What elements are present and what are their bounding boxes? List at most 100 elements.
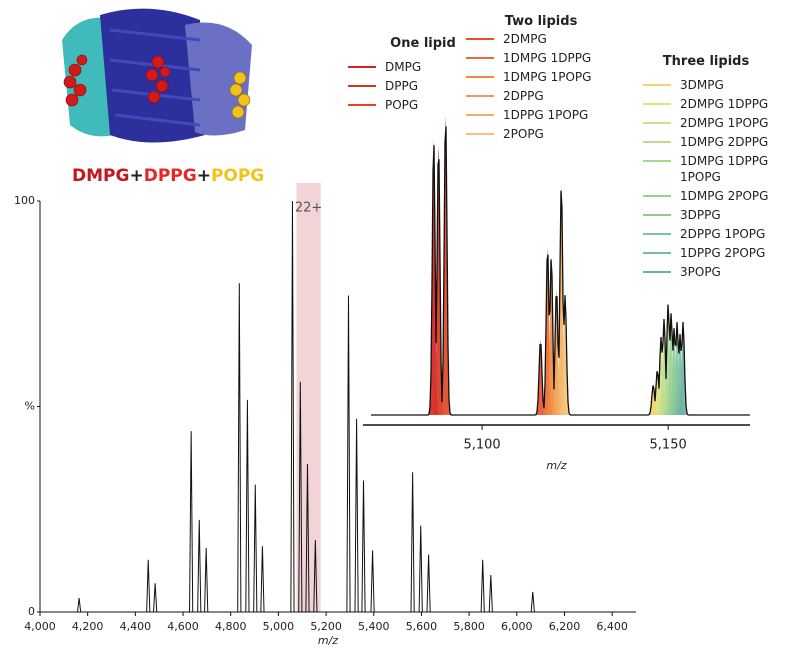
peak bbox=[426, 554, 431, 613]
y-tick-label: 100 bbox=[14, 194, 35, 207]
legend-label: 1DPPG 1POPG bbox=[503, 108, 589, 122]
x-tick-label: 5,150 bbox=[650, 438, 687, 453]
protein-structure bbox=[62, 8, 252, 143]
legend-label: 1DMPG 2DPPG bbox=[680, 135, 769, 149]
legend: Two lipids 2DMPG 1DMPG 1DPPG 1DMPG 1POPG 2DP… bbox=[466, 14, 616, 145]
peak bbox=[305, 464, 310, 613]
legend-label: 1DMPG 1DPPG 1POPG bbox=[680, 154, 769, 184]
legend-swatch bbox=[466, 114, 494, 116]
spectrum-trace bbox=[371, 126, 750, 416]
peak bbox=[346, 295, 351, 613]
lipid-name: POPG bbox=[210, 166, 265, 186]
peak bbox=[153, 583, 158, 613]
lipid-name: + bbox=[196, 166, 211, 186]
lipid-peak bbox=[545, 256, 557, 415]
legend-label: 1DMPG 2POPG bbox=[680, 189, 769, 203]
legend-entry: POPG bbox=[348, 97, 498, 113]
legend-label: 2DMPG 1DPPG bbox=[680, 97, 769, 111]
legend-label: 3POPG bbox=[680, 265, 721, 279]
legend-entry: DPPG bbox=[348, 78, 498, 94]
legend-swatch bbox=[348, 85, 376, 87]
legend-label: 3DPPG bbox=[680, 208, 721, 222]
x-tick-label: 5,600 bbox=[406, 620, 438, 633]
peak bbox=[189, 431, 194, 613]
legend: One lipid DMPG DPPG POPG bbox=[348, 36, 498, 116]
legend-swatch bbox=[466, 76, 494, 78]
peak bbox=[290, 200, 295, 613]
lipid-peak bbox=[534, 340, 546, 415]
x-tick-label: 4,800 bbox=[215, 620, 247, 633]
legend-entry: 3POPG bbox=[643, 264, 769, 280]
legend-entry: 1DMPG 2DPPG bbox=[643, 134, 769, 150]
peak bbox=[204, 547, 209, 613]
peak bbox=[146, 559, 151, 613]
x-tick-label: 5,400 bbox=[358, 620, 390, 633]
legend-entry: 1DMPG 2POPG bbox=[643, 188, 769, 204]
peak bbox=[480, 559, 485, 613]
legend-entry: 1DMPG 1DPPG 1POPG bbox=[643, 153, 769, 185]
peak bbox=[354, 418, 359, 613]
legend-entry: 2DMPG 1POPG bbox=[643, 115, 769, 131]
legend-label: 2DPPG 1POPG bbox=[680, 227, 766, 241]
legend-label: POPG bbox=[385, 98, 419, 112]
peak bbox=[530, 591, 535, 613]
legend-swatch bbox=[643, 195, 671, 197]
lipid-peak bbox=[658, 319, 670, 415]
peak bbox=[361, 480, 366, 613]
lipid-peak bbox=[647, 385, 659, 415]
legend-label: 1DPPG 2POPG bbox=[680, 246, 766, 260]
lipid-peak bbox=[559, 295, 571, 415]
legend-swatch bbox=[348, 104, 376, 106]
legend-entry: 3DMPG bbox=[643, 77, 769, 93]
lipid-name: DPPG bbox=[143, 166, 197, 186]
legend-swatch bbox=[466, 38, 494, 40]
legend-title: One lipid bbox=[390, 36, 456, 51]
peak bbox=[253, 484, 258, 613]
legend-swatch bbox=[643, 252, 671, 254]
lipid-peak bbox=[665, 313, 677, 415]
lipid-peak bbox=[671, 322, 683, 415]
legend-entry: 1DMPG 1POPG bbox=[466, 69, 616, 85]
lipid-name: DMPG bbox=[72, 166, 130, 186]
legend-entry: 2DPPG 1POPG bbox=[643, 226, 769, 242]
legend-entry: 1DMPG 1DPPG bbox=[466, 50, 616, 66]
lipid-name: + bbox=[129, 166, 144, 186]
legend-title: Two lipids bbox=[504, 14, 578, 29]
legend-label: DPPG bbox=[385, 79, 419, 93]
legend-swatch bbox=[643, 271, 671, 273]
peak bbox=[245, 399, 250, 613]
lipid-peak bbox=[662, 304, 674, 415]
lipid-peak bbox=[555, 184, 567, 415]
legend-label: 2DMPG bbox=[503, 32, 547, 46]
legend-swatch bbox=[348, 66, 376, 68]
legend-swatch bbox=[643, 233, 671, 235]
x-tick-label: 4,400 bbox=[120, 620, 152, 633]
x-tick-label: 5,200 bbox=[310, 620, 342, 633]
x-tick-label: 5,800 bbox=[453, 620, 485, 633]
x-axis-label: m/z bbox=[546, 459, 566, 472]
legend-entry: 1DPPG 2POPG bbox=[643, 245, 769, 261]
legend-swatch bbox=[643, 160, 671, 162]
x-tick-label: 6,400 bbox=[596, 620, 628, 633]
x-tick-label: 5,000 bbox=[263, 620, 295, 633]
lipid-peak bbox=[440, 115, 452, 415]
legend-label: 2DPPG bbox=[503, 89, 544, 103]
x-tick-label: 4,000 bbox=[24, 620, 56, 633]
legend-swatch bbox=[643, 84, 671, 86]
lipid-peak bbox=[674, 334, 686, 415]
lipid-mix-label: DMPG+DPPG+POPG bbox=[72, 166, 264, 186]
legend-label: DMPG bbox=[385, 60, 422, 74]
peak bbox=[488, 574, 493, 613]
legend-entry: 2POPG bbox=[466, 126, 616, 142]
x-tick-label: 6,200 bbox=[549, 620, 581, 633]
peak bbox=[197, 519, 202, 613]
legend-swatch bbox=[466, 95, 494, 97]
peak bbox=[298, 381, 303, 613]
y-tick-label: 0 bbox=[28, 605, 35, 618]
x-tick-label: 5,100 bbox=[463, 438, 500, 453]
lipid-peak bbox=[677, 322, 689, 415]
legend-label: 2DMPG 1POPG bbox=[680, 116, 769, 130]
peak bbox=[77, 597, 82, 613]
legend-swatch bbox=[643, 214, 671, 216]
